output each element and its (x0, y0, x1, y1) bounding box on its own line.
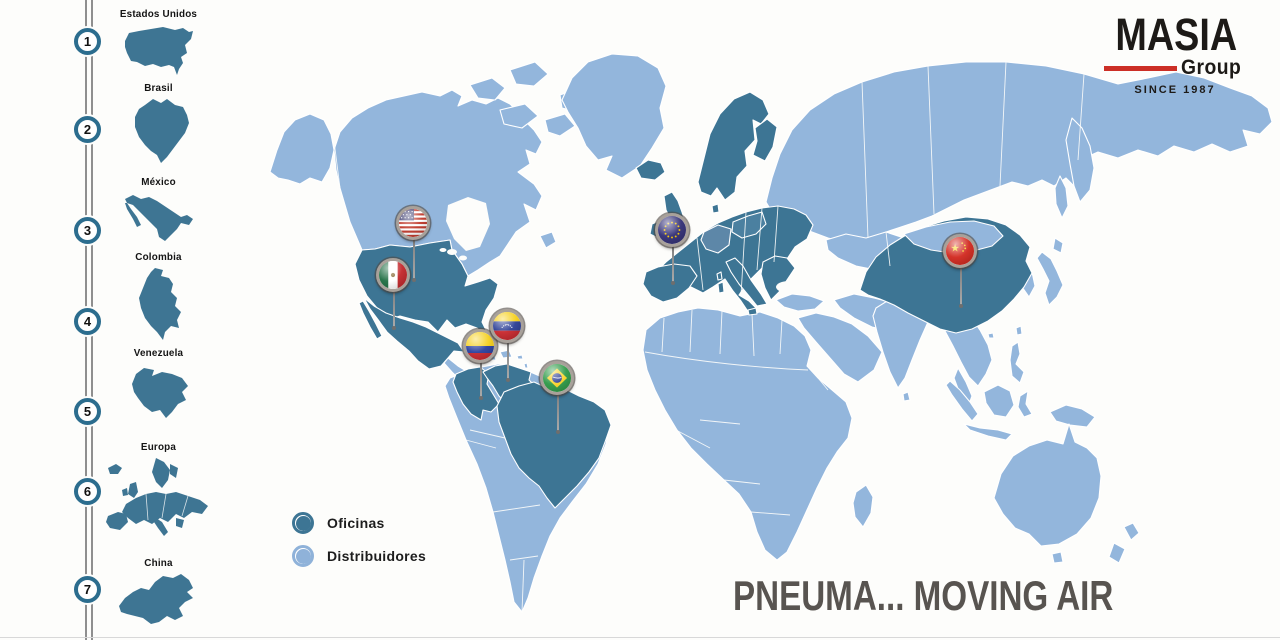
china-flag-icon: ★ (943, 234, 977, 268)
distributors-swatch-icon (292, 545, 314, 567)
brazil-silhouette-icon (134, 99, 189, 163)
country-label: Estados Unidos (119, 8, 198, 20)
europe-silhouette-icon (105, 458, 208, 536)
pin-stick (392, 275, 396, 330)
venezuela-silhouette-icon (131, 368, 188, 418)
logo-red-rule (1104, 65, 1177, 71)
mexico-flag-icon (376, 258, 410, 292)
venezuela-flag-icon (490, 309, 524, 343)
logo-tagline: SINCE 1987 (1134, 84, 1216, 96)
brazil-flag-icon (540, 361, 574, 395)
pin-stick (506, 326, 510, 382)
sidebar-item-mexico: México (96, 176, 221, 247)
country-borders (332, 61, 1085, 613)
logo-subtitle: Group (1180, 56, 1241, 79)
country-label: China (144, 557, 173, 569)
timeline-number-5: 5 (74, 398, 101, 425)
legend-label: Oficinas (327, 515, 385, 531)
sidebar-item-venezuela: Venezuela (96, 347, 221, 424)
country-label: Colombia (135, 251, 182, 263)
distributor-regions (269, 53, 1273, 613)
sidebar-item-estados-unidos: Estados Unidos (96, 8, 221, 79)
colombia-flag-icon (463, 329, 497, 363)
timeline-number-2: 2 (74, 116, 101, 143)
timeline-number-7: 7 (74, 576, 101, 603)
map-legend: Oficinas Distribuidores (292, 512, 426, 578)
seas-and-lakes (439, 197, 831, 294)
legend-item-offices: Oficinas (292, 512, 426, 534)
usa-silhouette-icon (124, 27, 193, 75)
timeline-number-6: 6 (74, 478, 101, 505)
number-label: 4 (83, 314, 92, 329)
sidebar-item-europa: Europa (96, 441, 221, 548)
sidebar-item-colombia: Colombia (96, 251, 221, 342)
mexico-silhouette-icon (124, 195, 193, 241)
offices-swatch-icon (292, 512, 314, 534)
number-label: 1 (83, 34, 92, 49)
logo-title: MASIA (1115, 9, 1238, 60)
timeline-number-3: 3 (74, 217, 101, 244)
timeline-number-1: 1 (74, 28, 101, 55)
sidebar-item-china: China (96, 557, 221, 630)
country-label: Europa (140, 441, 177, 453)
svg-text:★: ★ (950, 242, 959, 254)
pin-stick (556, 378, 560, 434)
pin-stick (479, 346, 483, 400)
usa-flag-icon (396, 206, 430, 240)
country-label: Venezuela (133, 347, 184, 359)
slogan-text: PNEUMA... MOVING AIR (733, 572, 1114, 619)
pin-stick (959, 251, 963, 308)
bottom-divider (0, 637, 1280, 638)
china-silhouette-icon (118, 574, 193, 624)
country-label: Brasil (144, 82, 173, 94)
number-label: 6 (83, 484, 92, 499)
eu-flag-icon (655, 213, 689, 247)
timeline-number-4: 4 (74, 308, 101, 335)
legend-label: Distribuidores (327, 548, 427, 564)
pin-stick (671, 230, 675, 285)
number-label: 2 (83, 122, 92, 137)
masia-group-logo: MASIA Group SINCE 1987 (1104, 9, 1246, 96)
colombia-silhouette-icon (138, 268, 181, 340)
country-label: México (141, 176, 176, 188)
number-label: 3 (83, 223, 92, 238)
number-label: 5 (83, 404, 92, 419)
pin-stick (412, 223, 416, 282)
number-label: 7 (83, 582, 92, 597)
legend-item-distributors: Distribuidores (292, 545, 426, 567)
sidebar-item-brasil: Brasil (96, 82, 221, 167)
